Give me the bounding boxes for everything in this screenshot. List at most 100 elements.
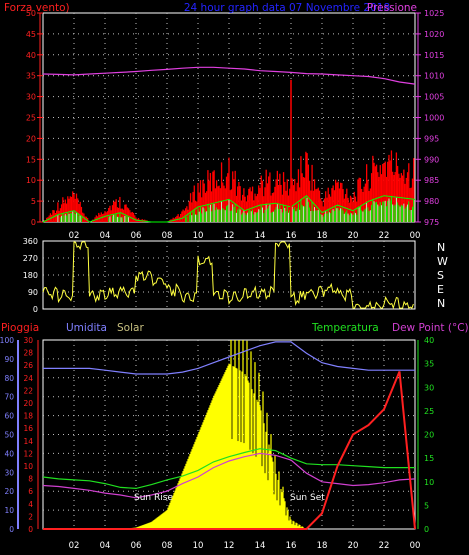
- x-tick-label: 04: [100, 541, 111, 551]
- humidity-tick-label: 4: [28, 500, 33, 509]
- rain-tick-label: 10: [4, 506, 14, 515]
- wind-tick-label: 35: [26, 72, 36, 81]
- direction-tick-label: 90: [28, 288, 38, 297]
- x-tick-label: 12: [224, 541, 235, 551]
- humidity-tick-label: 26: [23, 361, 33, 370]
- pressure-series: [42, 66, 416, 85]
- wind-tick-label: 45: [26, 30, 36, 39]
- x-tick-label: 14: [255, 541, 266, 551]
- pressure-tick-label: 1005: [424, 93, 444, 102]
- wind-tick-label: 5: [31, 197, 36, 206]
- pressure-tick-label: 1025: [424, 9, 444, 18]
- rain-tick-label: 20: [4, 487, 14, 496]
- solar-series: [120, 340, 307, 529]
- x-tick-label: 20: [348, 231, 359, 241]
- humidity-legend: Umidita: [66, 322, 107, 334]
- temperature-legend: Temperatura: [311, 322, 379, 334]
- humidity-tick-label: 12: [23, 449, 33, 458]
- pressure-tick-label: 980: [424, 197, 439, 206]
- pressure-tick-label: 1010: [424, 72, 444, 81]
- gust-series: [42, 195, 416, 223]
- compass-label: W: [437, 255, 448, 268]
- pressure-tick-label: 985: [424, 176, 439, 185]
- direction-tick-label: 360: [23, 237, 38, 246]
- x-tick-label: 04: [100, 231, 111, 241]
- humidity-tick-label: 30: [23, 336, 33, 345]
- pressure-tick-label: 995: [424, 134, 439, 143]
- pressure-tick-label: 1000: [424, 114, 444, 123]
- x-tick-label: 12: [224, 231, 235, 241]
- temperature-tick-label: 20: [424, 431, 434, 440]
- x-tick-label: 02: [69, 541, 80, 551]
- wind-tick-label: 15: [26, 155, 36, 164]
- compass-label: N: [437, 241, 445, 254]
- dewpoint-series: [42, 452, 416, 499]
- wind-direction-grid: [43, 241, 415, 309]
- humidity-tick-label: 28: [23, 349, 33, 358]
- x-tick-label: 06: [131, 231, 142, 241]
- humidity-tick-label: 0: [28, 525, 33, 534]
- x-tick-label: 08: [162, 231, 173, 241]
- x-tick-label: 22: [379, 541, 390, 551]
- rain-tick-label: 40: [4, 449, 14, 458]
- compass-label: S: [437, 269, 444, 282]
- rain-tick-label: 70: [4, 393, 14, 402]
- temperature-series: [42, 448, 415, 490]
- x-tick-label: 10: [193, 541, 204, 551]
- temperature-tick-label: 15: [424, 454, 434, 463]
- x-tick-label: 02: [69, 231, 80, 241]
- wind-tick-label: 50: [26, 9, 36, 18]
- solar-legend: Solar: [117, 322, 144, 334]
- x-tick-label: 06: [131, 541, 142, 551]
- pressure-axis: 975 980 985 990 995 1000 1005 1010 1015 1020 1025: [415, 9, 444, 227]
- rain-humidity-x-axis: 02 04 06 08 10 12 14 16 18 20 22 00: [69, 541, 421, 551]
- direction-tick-label: 180: [23, 271, 38, 280]
- wind-axis-title: Forza vento): [4, 2, 70, 14]
- wind-direction-axis: 0 90 180 270 360: [23, 237, 38, 314]
- x-tick-label: 18: [317, 231, 328, 241]
- wind-tick-label: 0: [31, 218, 36, 227]
- x-tick-label: 20: [348, 541, 359, 551]
- temperature-axis: 0 5 10 15 20 25 30 35 40: [417, 336, 434, 534]
- rain-tick-label: 60: [4, 412, 14, 421]
- wind-tick-label: 10: [26, 176, 36, 185]
- wind-tick-label: 25: [26, 114, 36, 123]
- humidity-tick-label: 8: [28, 475, 33, 484]
- x-tick-label: 00: [410, 541, 421, 551]
- humidity-tick-label: 20: [23, 399, 33, 408]
- wind-pressure-x-axis: 02 04 06 08 10 12 14 16 18 20 22 00: [69, 231, 421, 241]
- x-tick-label: 18: [317, 541, 328, 551]
- humidity-tick-label: 2: [28, 512, 33, 521]
- wind-speed-axis: 0 5 10 15 20 25 30 35 40 45 50: [26, 9, 43, 227]
- wind-tick-label: 20: [26, 134, 36, 143]
- pressure-axis-title: Pressione: [367, 2, 417, 14]
- chart-title: 24 hour graph data 07 Novembre 2018: [184, 2, 390, 14]
- rain-tick-label: 0: [9, 525, 14, 534]
- humidity-tick-label: 18: [23, 412, 33, 421]
- humidity-tick-label: 16: [23, 424, 33, 433]
- rain-tick-label: 90: [4, 355, 14, 364]
- direction-tick-label: 0: [33, 305, 38, 314]
- temperature-tick-label: 25: [424, 407, 434, 416]
- x-tick-label: 10: [193, 231, 204, 241]
- compass-label: E: [437, 283, 444, 296]
- rain-legend: Pioggia: [1, 322, 39, 334]
- x-tick-label: 16: [286, 231, 297, 241]
- humidity-tick-label: 6: [28, 487, 33, 496]
- dewpoint-legend: Dew Point (°C): [392, 322, 469, 334]
- temperature-tick-label: 0: [424, 525, 429, 534]
- humidity-series: [43, 341, 415, 375]
- temperature-tick-label: 10: [424, 478, 434, 487]
- pressure-tick-label: 975: [424, 218, 439, 227]
- temperature-tick-label: 5: [424, 501, 429, 510]
- x-tick-label: 16: [286, 541, 297, 551]
- x-tick-label: 14: [255, 231, 266, 241]
- compass-label: N: [437, 297, 445, 310]
- direction-tick-label: 270: [23, 254, 38, 263]
- wind-tick-label: 40: [26, 51, 36, 60]
- rain-axis: 0 10 20 30 40 50 60 70 80 90 100: [0, 336, 19, 534]
